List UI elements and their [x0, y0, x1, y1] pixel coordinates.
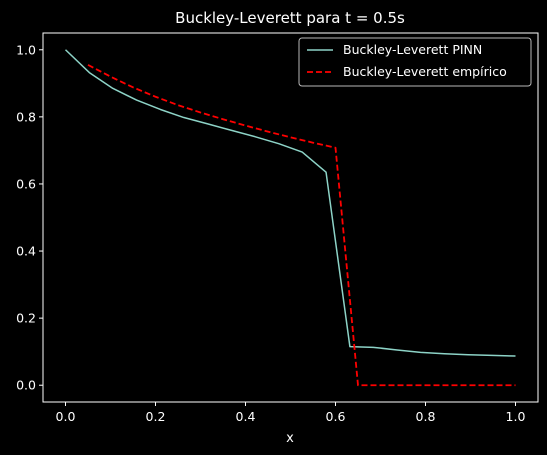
y-tick-label: 0.2	[16, 311, 36, 326]
series-layer	[64, 49, 516, 387]
legend: Buckley-Leverett PINN Buckley-Leverett e…	[298, 37, 532, 87]
x-tick-label: 0.8	[416, 409, 436, 424]
legend-label-empirico: Buckley-Leverett empírico	[343, 64, 507, 79]
y-tick-label: 0.6	[16, 176, 36, 191]
plot-area	[42, 32, 539, 403]
legend-label-pinn: Buckley-Leverett PINN	[343, 42, 482, 57]
y-axis: 0.0 0.2 0.4 0.6 0.8 1.0	[16, 42, 43, 393]
y-tick-label: 0.4	[16, 244, 36, 259]
y-tick-label: 0.0	[16, 378, 36, 393]
x-tick-label: 0.2	[146, 409, 166, 424]
legend-box	[298, 37, 532, 87]
x-axis-label: x	[286, 431, 294, 446]
chart-title: Buckley-Leverett para t = 0.5s	[175, 9, 405, 27]
x-tick-label: 0.4	[236, 409, 256, 424]
x-tick-label: 0.0	[56, 409, 76, 424]
series-line-pinn	[64, 49, 516, 357]
x-tick-label: 0.6	[326, 409, 346, 424]
y-tick-label: 0.8	[16, 109, 36, 124]
series-line-empirico	[87, 64, 516, 387]
x-axis: 0.0 0.2 0.4 0.6 0.8 1.0	[56, 402, 526, 424]
x-tick-label: 1.0	[506, 409, 526, 424]
y-tick-label: 1.0	[16, 42, 36, 57]
